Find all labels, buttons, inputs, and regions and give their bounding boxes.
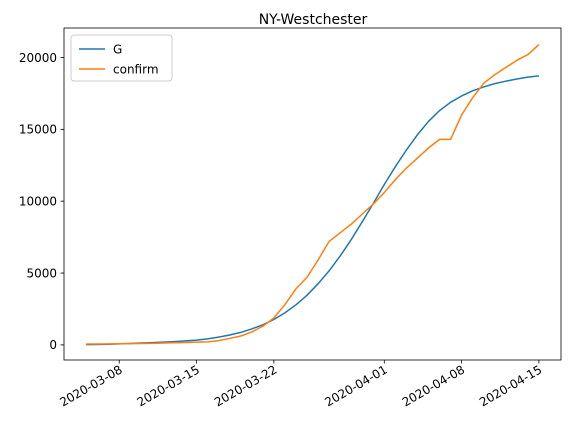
x-tick-label: 2020-04-15 <box>477 362 544 409</box>
y-axis: 0 5000 10000 15000 20000 <box>19 51 64 352</box>
series-line-g <box>86 75 539 346</box>
x-axis: 2020-03-08 2020-03-15 2020-03-22 2020-04-01… <box>57 360 544 409</box>
legend-label-confirm: confirm <box>113 62 159 76</box>
x-tick-label: 2020-04-08 <box>400 362 467 409</box>
x-tick-label: 2020-03-15 <box>135 362 202 409</box>
series-line-confirm <box>86 43 540 345</box>
y-tick-label: 5000 <box>26 266 57 280</box>
y-tick-label: 15000 <box>19 123 57 137</box>
plot-lines <box>86 43 540 346</box>
chart-title: NY-Westchester <box>259 12 368 28</box>
x-tick-label: 2020-03-08 <box>57 362 124 409</box>
y-tick-label: 10000 <box>19 194 57 208</box>
legend-label-g: G <box>113 42 122 56</box>
x-tick-label: 2020-04-01 <box>322 362 389 409</box>
plot-frame <box>63 27 562 361</box>
y-tick-label: 0 <box>49 338 57 352</box>
y-tick-label: 20000 <box>19 51 57 65</box>
x-tick-label: 2020-03-22 <box>212 362 279 409</box>
